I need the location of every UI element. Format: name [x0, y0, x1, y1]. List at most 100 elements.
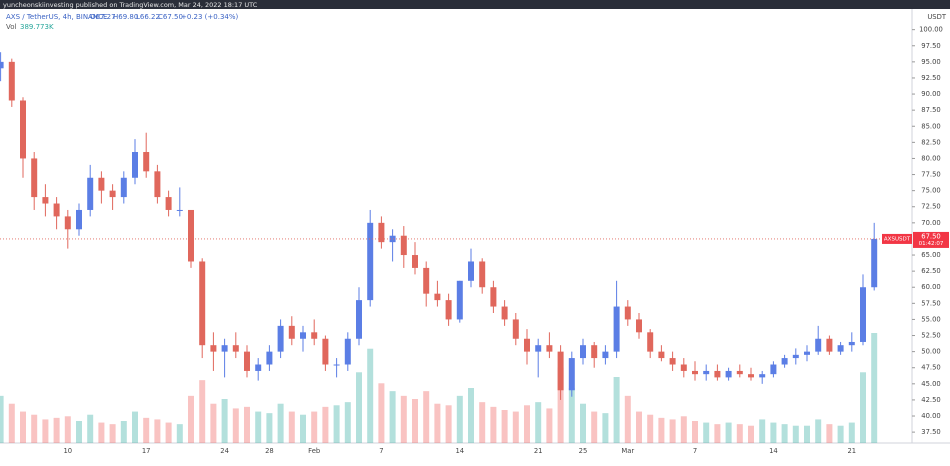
y-tick-label: 95.00 [921, 58, 940, 66]
volume-bar [176, 424, 183, 443]
volume-bar [423, 391, 430, 443]
volume-bar [31, 414, 38, 443]
candle-body [120, 177, 127, 198]
candle-body [322, 338, 329, 365]
publisher: yuncheonskiinvesting published on Tradin… [3, 1, 258, 9]
candle-body [748, 374, 754, 378]
volume-bar [613, 377, 620, 443]
y-tick-label: 50.00 [921, 348, 940, 356]
y-tick-label: 100.00 [919, 26, 943, 34]
candle-body [501, 306, 508, 320]
candle-body [98, 177, 105, 191]
volume-bar [602, 413, 609, 443]
volume-bar [568, 388, 575, 443]
candle-body [456, 280, 463, 320]
candle-body [535, 345, 542, 352]
volume-bar [188, 395, 194, 443]
candle-body [232, 345, 239, 352]
candle-body [188, 209, 194, 262]
y-tick-label: 92.50 [921, 74, 940, 82]
y-tick-label: 72.50 [921, 203, 940, 211]
x-tick-label: 17 [142, 447, 151, 455]
candle-body [692, 370, 698, 375]
candle-body [288, 325, 295, 339]
candle-body [154, 171, 161, 198]
legend-low: L66.22 [136, 13, 160, 21]
countdown: 01:42:07 [919, 241, 944, 247]
candle-body [344, 338, 351, 365]
y-tick-label: 40.00 [921, 412, 940, 420]
volume-bar [781, 424, 788, 443]
candle-body [0, 61, 4, 69]
y-tick-label: 55.00 [921, 315, 940, 323]
candle-body [804, 351, 810, 355]
volume-bar [277, 403, 284, 443]
volume-bar [412, 399, 418, 443]
volume-bar [826, 424, 833, 443]
volume-bar [658, 417, 665, 443]
volume-bar [288, 411, 295, 443]
volume-bar [109, 424, 116, 443]
volume-bar [456, 395, 463, 443]
volume-bar [725, 422, 732, 443]
candle-body [143, 152, 150, 172]
candle-body [277, 325, 284, 352]
volume-bar [636, 411, 642, 443]
volume-bar [400, 395, 407, 443]
y-tick-label: 37.50 [921, 428, 940, 436]
volume-bar [501, 410, 508, 443]
volume-bar [255, 411, 262, 443]
y-tick-label: 52.50 [921, 332, 940, 340]
candle-body [680, 364, 687, 371]
volume-bar [624, 395, 631, 443]
candle-body [434, 293, 441, 301]
volume-bar [210, 403, 217, 443]
x-tick-label: 7 [379, 447, 383, 455]
x-tick-label: 14 [769, 447, 778, 455]
candle-body [109, 190, 116, 198]
candle-body [591, 345, 598, 359]
candle-body [333, 364, 340, 366]
candle-body [636, 319, 642, 333]
volume-bar [221, 399, 228, 443]
y-tick-label: 65.00 [921, 251, 940, 259]
candle-body [792, 354, 799, 359]
candle-body [412, 255, 418, 268]
legend-high: H69.80 [113, 13, 138, 21]
candle-body [580, 345, 586, 359]
candle-body [367, 222, 374, 301]
y-tick-label: 87.50 [921, 106, 940, 114]
legend-close: C67.50 [158, 13, 183, 21]
volume-bar [792, 425, 799, 443]
volume-bar [759, 419, 766, 443]
volume-bar [322, 406, 329, 443]
symbol-title: AXS / TetherUS, 4h, BINANCE [6, 13, 107, 21]
candle-body [20, 100, 26, 159]
candle-body [490, 287, 497, 307]
candle-body [725, 370, 732, 378]
x-tick-label: 28 [265, 447, 274, 455]
volume-bar [434, 403, 441, 443]
candle-body [423, 267, 430, 294]
candle-body [300, 332, 306, 339]
header-bar [0, 0, 950, 9]
volume-bar [748, 425, 754, 443]
y-tick-label: 80.00 [921, 154, 940, 162]
y-tick-label: 47.50 [921, 364, 940, 372]
volume-bar [232, 408, 239, 443]
y-tick-label: 82.50 [921, 138, 940, 146]
candle-body [210, 345, 217, 352]
candle-body [356, 300, 362, 339]
volume-bar [143, 417, 150, 443]
candle-body [613, 306, 620, 352]
x-tick-label: Feb [308, 447, 320, 455]
candle-body [64, 216, 71, 230]
volume-bar [837, 425, 844, 443]
candle-body [176, 209, 183, 211]
candle-body [42, 197, 49, 204]
candle-body [557, 351, 564, 391]
price-tag: 67.50 [921, 232, 940, 240]
candle-body [244, 351, 250, 371]
y-tick-label: 90.00 [921, 90, 940, 98]
